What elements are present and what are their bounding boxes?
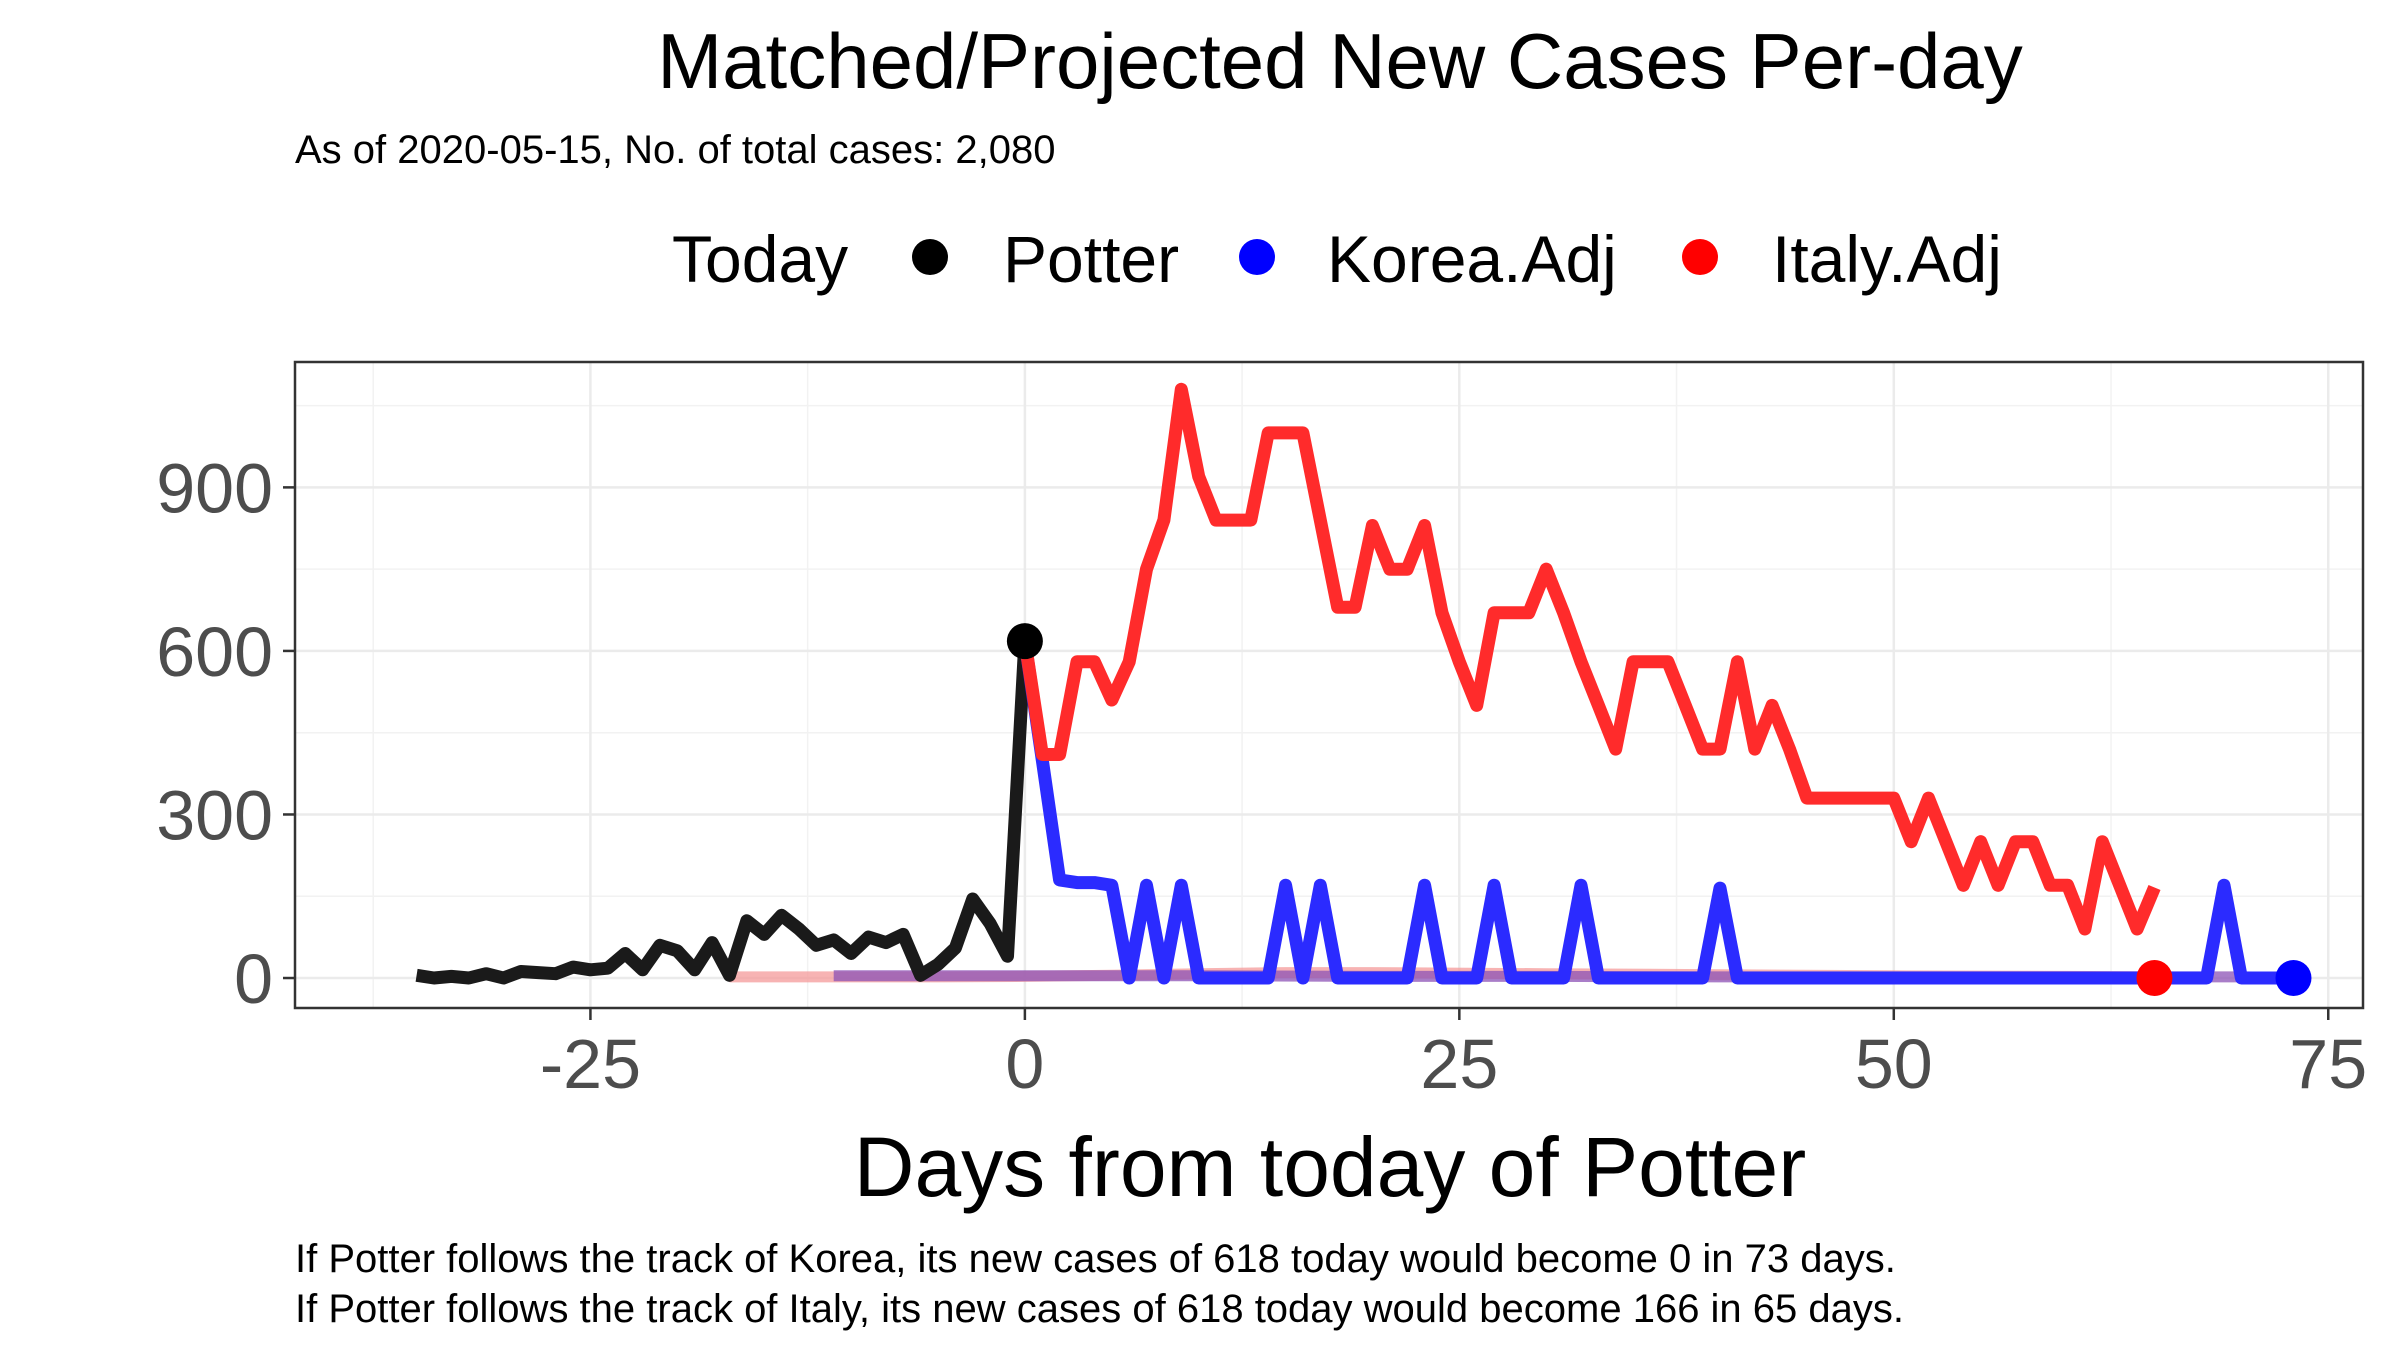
y-tick-label: 300: [156, 776, 273, 854]
y-tick-label: 0: [234, 940, 273, 1018]
plot-panel-border: [293, 360, 2365, 1010]
x-tick-label: 75: [2289, 1025, 2367, 1103]
caption-italy: If Potter follows the track of Italy, it…: [295, 1287, 1904, 1331]
series-line-italy: [1018, 382, 2161, 936]
x-axis: -25 0 25 50 75: [540, 1008, 2367, 1103]
legend-key-potter: [912, 239, 948, 275]
chart-title: Matched/Projected New Cases Per-day: [657, 17, 2023, 105]
today-points: [1006, 623, 2312, 997]
caption-korea: If Potter follows the track of Korea, it…: [295, 1237, 1896, 1281]
today-point-italy: [2136, 960, 2173, 997]
legend: Today Potter Korea.Adj Italy.Adj: [672, 222, 2002, 296]
today-point-potter: [1006, 623, 1043, 660]
series-line-potter: [415, 640, 1032, 985]
y-axis: 0 300 600 900: [156, 449, 295, 1018]
legend-label-potter: Potter: [1003, 222, 1179, 296]
x-axis-title: Days from today of Potter: [854, 1120, 1806, 1214]
today-point-korea: [2275, 960, 2312, 997]
x-tick-label: 25: [1420, 1025, 1498, 1103]
plot-series: [415, 382, 2294, 985]
legend-title: Today: [672, 222, 848, 296]
y-tick-label: 900: [156, 449, 273, 527]
legend-label-korea: Korea.Adj: [1327, 222, 1617, 296]
x-tick-label: 50: [1855, 1025, 1933, 1103]
chart-subtitle: As of 2020-05-15, No. of total cases: 2,…: [295, 128, 1055, 172]
series-line-korea: [1018, 640, 2294, 985]
y-tick-label: 600: [156, 613, 273, 691]
legend-key-italy: [1682, 239, 1718, 275]
legend-label-italy: Italy.Adj: [1772, 222, 2002, 296]
x-tick-label: 0: [1005, 1025, 1044, 1103]
legend-key-korea: [1239, 239, 1275, 275]
x-tick-label: -25: [540, 1025, 641, 1103]
